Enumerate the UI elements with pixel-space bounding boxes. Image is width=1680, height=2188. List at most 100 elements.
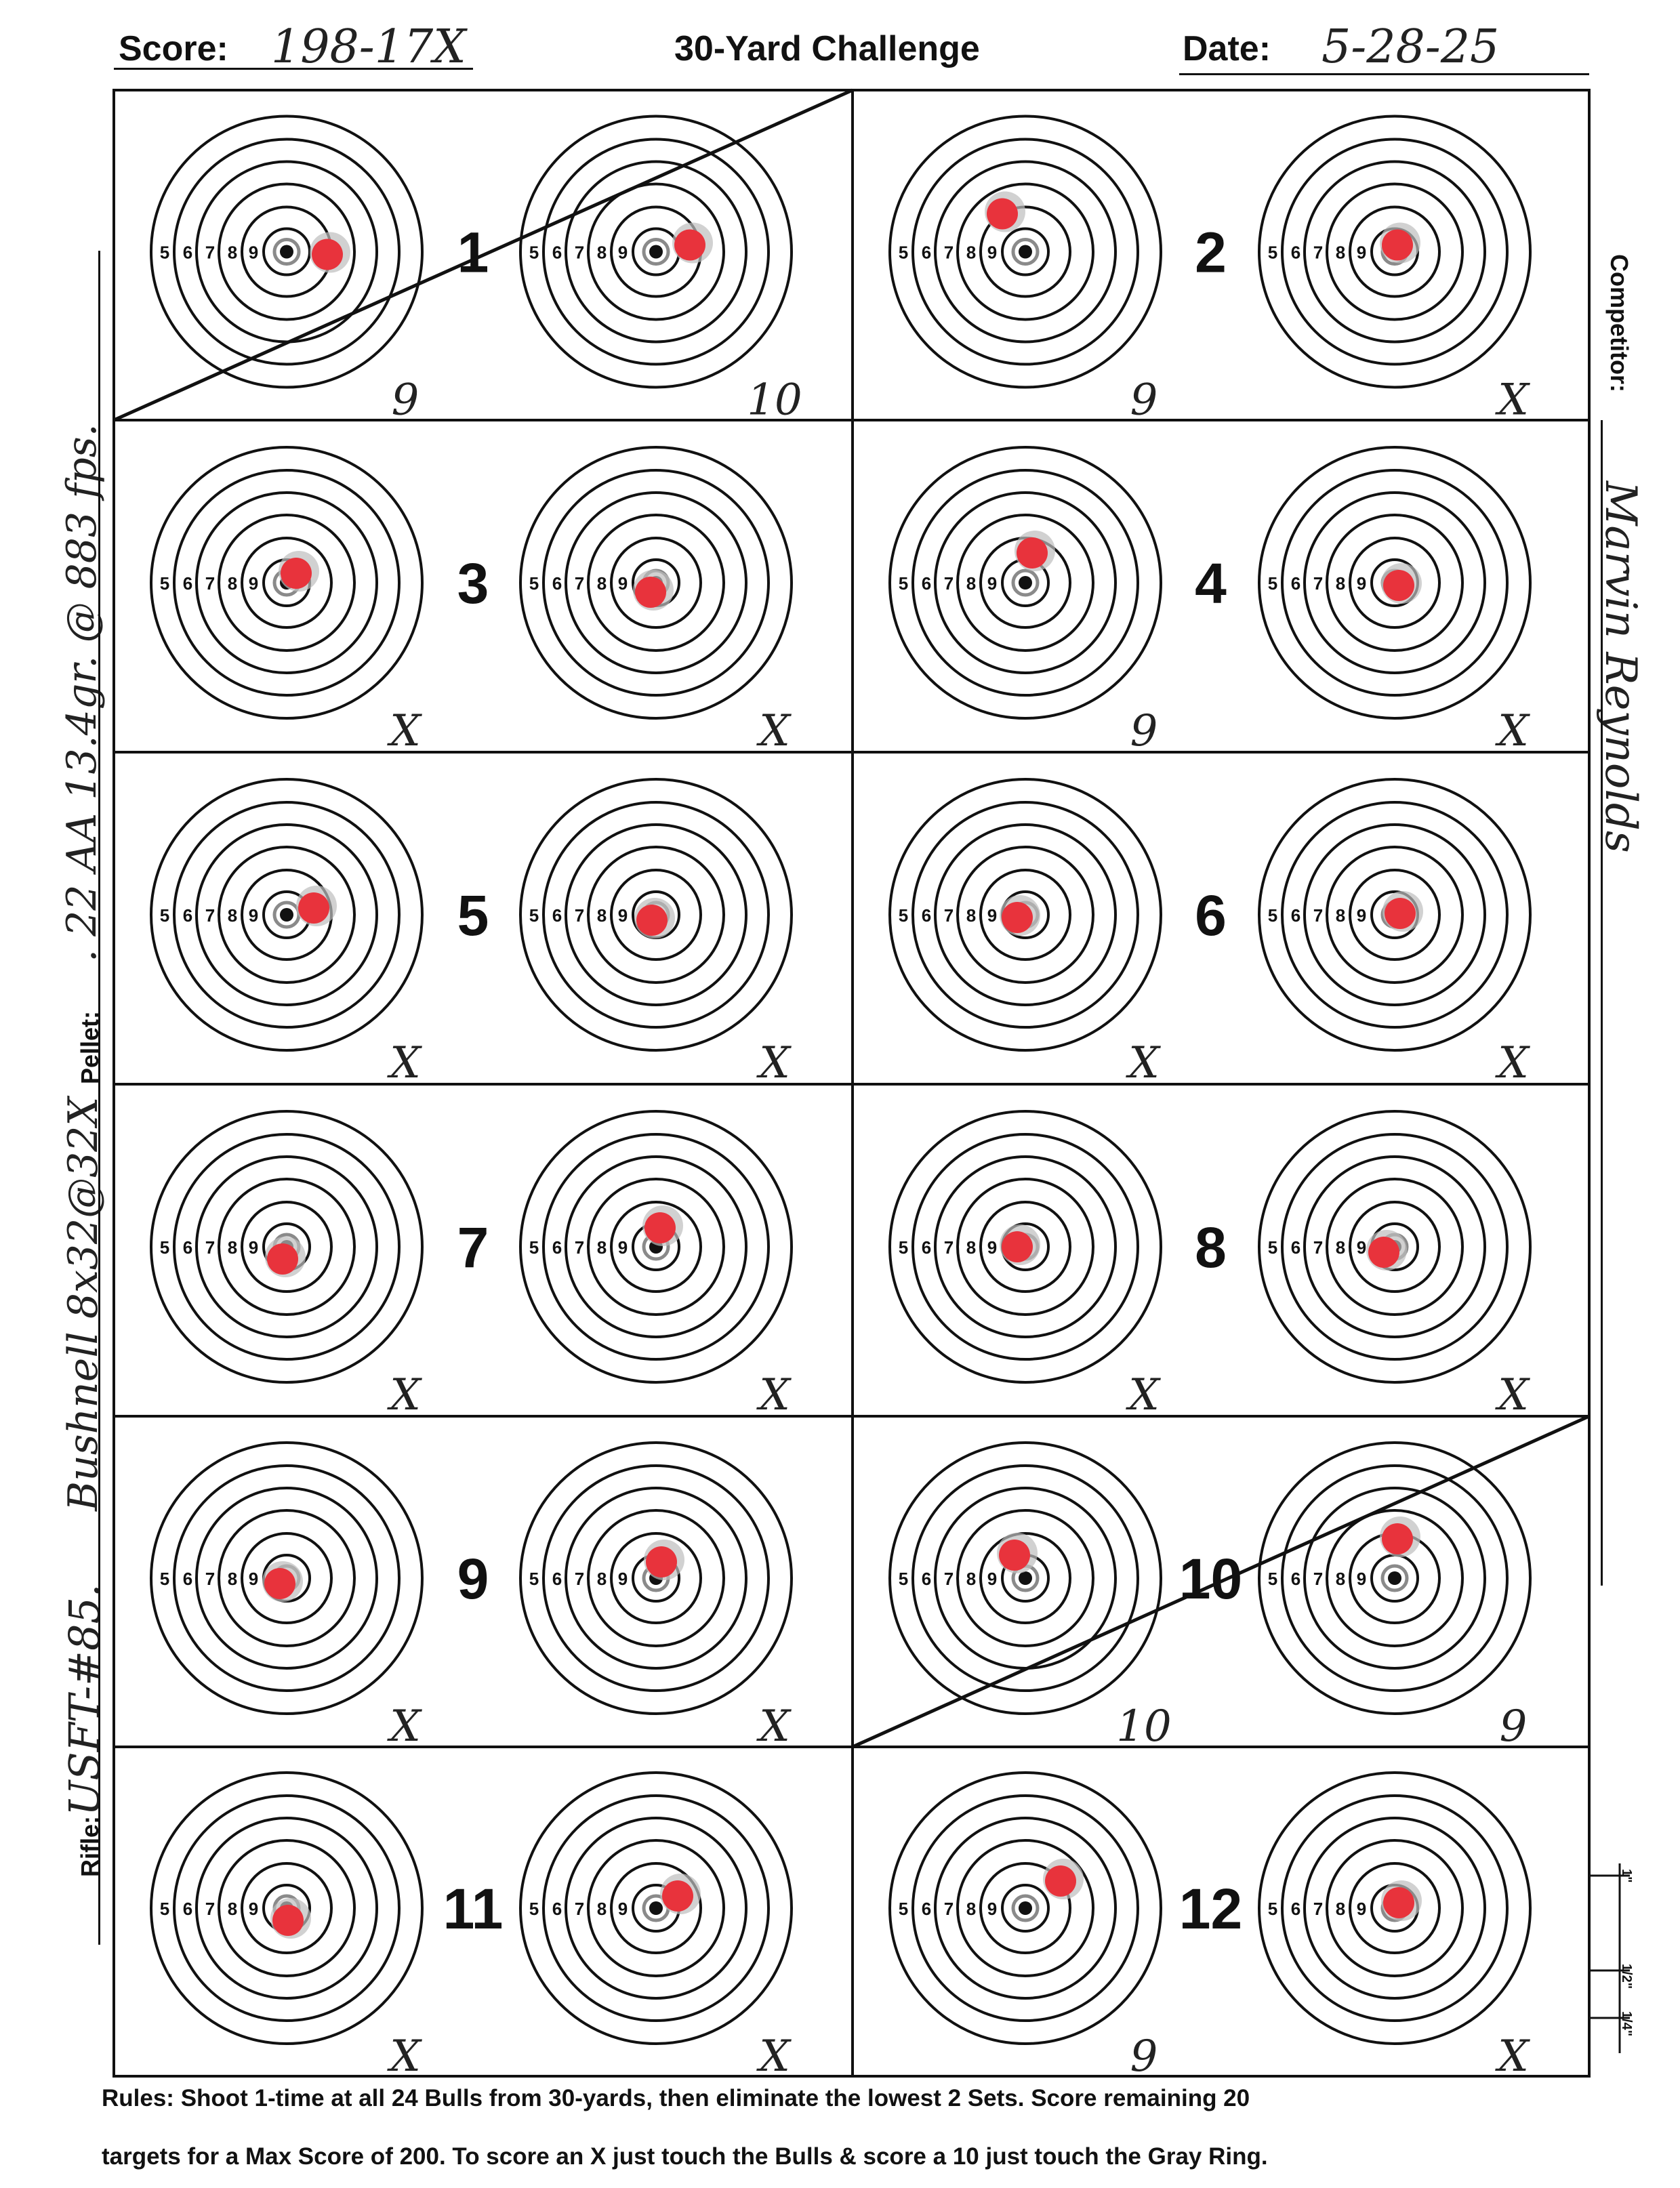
score-underline	[114, 68, 473, 70]
scoring-ring	[218, 514, 356, 652]
handwritten-score: 9	[1130, 375, 1158, 426]
scoring-ring	[1001, 227, 1050, 276]
handwritten-score: 10	[1116, 1701, 1171, 1752]
ring-number: 8	[966, 243, 976, 263]
scoring-ring	[519, 115, 793, 389]
scoring-ring	[1349, 869, 1441, 961]
scoring-ring	[195, 1817, 378, 2000]
ring-number: 6	[552, 905, 562, 926]
ring-number: 9	[249, 1569, 258, 1589]
scoring-ring	[610, 537, 702, 629]
score-value: 198-17X	[271, 20, 466, 74]
scoring-ring	[1303, 1487, 1486, 1670]
ring-number: 5	[899, 905, 908, 926]
scoring-ring	[1326, 1839, 1464, 1977]
scoring-ring	[1326, 846, 1464, 984]
ring-number: 6	[1291, 1899, 1300, 1919]
scoring-ring	[587, 1509, 725, 1647]
bull-target: 5 6 7 8 9 X	[519, 1110, 793, 1420]
ruler-mark-label: 1/4"	[1619, 2011, 1634, 2036]
page-title: 30-Yard Challenge	[674, 29, 980, 68]
ring-number: 5	[160, 905, 169, 926]
gray-ring	[272, 238, 301, 266]
handwritten-score: X	[756, 1701, 792, 1752]
scoring-ring	[610, 1532, 702, 1624]
handwritten-score: 9	[1500, 1701, 1528, 1752]
scoring-ring	[542, 1794, 770, 2022]
scoring-ring	[934, 823, 1117, 1006]
ring-number: 7	[205, 243, 215, 263]
set-number: 10	[1179, 1547, 1242, 1611]
ring-number: 6	[183, 905, 192, 926]
scoring-ring	[150, 1771, 424, 2045]
scoring-ring	[241, 1201, 333, 1293]
scoring-ring	[587, 1178, 725, 1316]
ring-number: 6	[183, 243, 192, 263]
scoring-ring	[934, 1817, 1117, 2000]
scoring-ring	[173, 1794, 401, 2022]
scoring-ring	[934, 1155, 1117, 1338]
bull-target: 5 6 7 8 9 X	[1258, 446, 1532, 756]
ring-number: 6	[1291, 905, 1300, 926]
scoring-ring	[1303, 823, 1486, 1006]
date-label: Date:	[1183, 29, 1271, 68]
scoring-ring	[519, 1110, 793, 1384]
gray-ring	[1011, 1894, 1040, 1922]
rules-line-1: Rules: Shoot 1-time at all 24 Bulls from…	[102, 2085, 1250, 2111]
ring-number: 8	[1336, 573, 1345, 594]
ring-number: 9	[987, 1899, 997, 1919]
ring-number: 7	[944, 905, 954, 926]
ring-number: 7	[944, 243, 954, 263]
gray-ring	[642, 238, 670, 266]
ring-number: 5	[1268, 1569, 1277, 1589]
ring-number: 8	[1336, 1899, 1345, 1919]
scoring-ring	[1303, 160, 1486, 344]
scoring-ring	[565, 491, 747, 674]
scoring-ring	[1281, 1464, 1509, 1692]
pellet-hit	[267, 1243, 298, 1275]
ring-number: 8	[597, 1237, 607, 1258]
ring-number: 8	[597, 1899, 607, 1919]
ring-number: 9	[1357, 905, 1366, 926]
ring-number: 5	[160, 1899, 169, 1919]
scoring-ring	[888, 1771, 1162, 2045]
ring-number: 9	[987, 573, 997, 594]
gray-ring	[1011, 569, 1040, 597]
bull-target: 5 6 7 8 9 X	[150, 1771, 424, 2082]
bull-target: 5 6 7 8 9 X	[519, 1771, 793, 2082]
scoring-ring	[587, 1839, 725, 1977]
handwritten-score: X	[756, 1370, 792, 1420]
scoring-ring	[1281, 1794, 1509, 2022]
bull	[1019, 245, 1032, 259]
scoring-ring	[1258, 1110, 1532, 1384]
ring-number: 8	[1336, 243, 1345, 263]
scoring-ring	[195, 1487, 378, 1670]
pellet-hit	[987, 198, 1018, 230]
scoring-ring	[519, 446, 793, 720]
ring-number: 5	[160, 1237, 169, 1258]
pellet-hit	[635, 577, 666, 608]
ring-number: 7	[1313, 1237, 1323, 1258]
ring-number: 6	[922, 1569, 931, 1589]
scoring-ring	[218, 846, 356, 984]
scoring-ring	[150, 1441, 424, 1715]
bull-target: 5 6 7 8 9 X	[519, 1441, 793, 1752]
handwritten-score: X	[386, 1038, 422, 1088]
set-number: 5	[457, 884, 489, 947]
score-label: Score:	[119, 29, 228, 68]
ring-number: 5	[529, 1899, 539, 1919]
ring-number: 6	[1291, 573, 1300, 594]
bull-target: 5 6 7 8 9 X	[1258, 1110, 1532, 1420]
ring-number: 9	[987, 1569, 997, 1589]
scoring-ring	[150, 1110, 424, 1384]
pellet-hit	[298, 892, 329, 924]
ruler-mark-label: 1"	[1619, 1869, 1634, 1883]
handwritten-score: X	[756, 2031, 792, 2082]
pellet-hit	[1002, 902, 1033, 933]
bull-target: 5 6 7 8 9 X	[150, 446, 424, 756]
ring-number: 9	[1357, 1899, 1366, 1919]
ruler-mark-label: 1/2"	[1619, 1964, 1634, 1989]
ring-number: 7	[575, 1569, 584, 1589]
scoring-ring	[1281, 138, 1509, 366]
